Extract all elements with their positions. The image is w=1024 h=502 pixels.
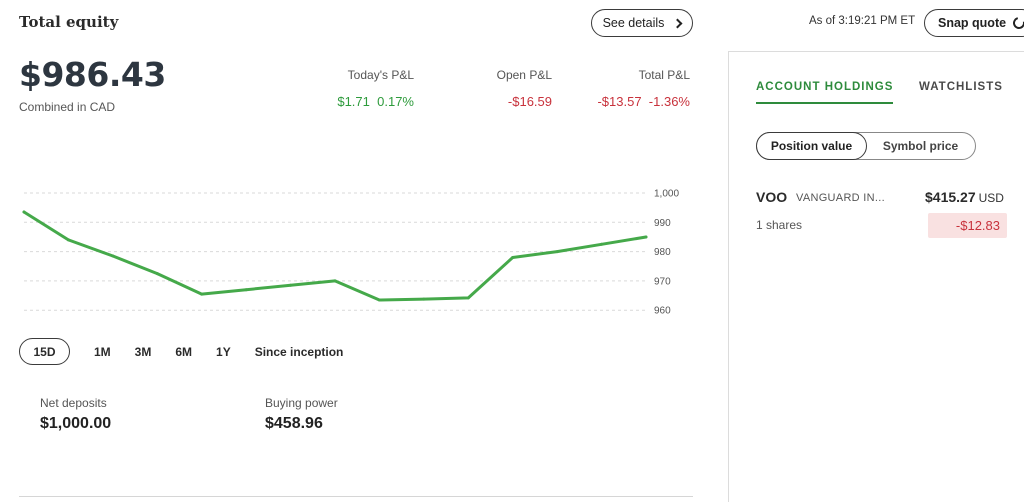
range-since-inception[interactable]: Since inception [254, 344, 344, 359]
snap-quote-label: Snap quote [938, 16, 1007, 30]
tab-watchlists[interactable]: WATCHLISTS [919, 81, 1003, 93]
holding-price: $415.27 USD [925, 189, 1004, 205]
range-15d[interactable]: 15D [19, 338, 70, 365]
todays-pl-value: $1.71 0.17% [330, 94, 414, 109]
range-3m[interactable]: 3M [134, 344, 152, 359]
open-pl-label: Open P&L [496, 68, 552, 82]
see-details-label: See details [602, 16, 665, 30]
y-tick-label: 960 [654, 306, 671, 317]
value-mode-toggle: Position value Symbol price [756, 132, 976, 160]
see-details-button[interactable]: See details [591, 9, 693, 37]
data-point [511, 255, 515, 259]
data-point [555, 250, 559, 254]
equity-line-chart: 1,000 990 980 970 960 [22, 189, 679, 317]
symbol-price-option[interactable]: Symbol price [882, 139, 959, 153]
todays-pl-percent: 0.17% [377, 94, 414, 109]
data-point [111, 254, 115, 258]
total-pl-percent: -1.36% [648, 94, 690, 109]
total-pl-value: -$13.57 -1.36% [580, 94, 690, 109]
holding-symbol[interactable]: VOO [756, 189, 788, 205]
time-range-selector: 15D 1M 3M 6M 1Y Since inception [19, 338, 367, 365]
data-point [600, 242, 604, 246]
holding-change-badge: -$12.83 [928, 213, 1007, 238]
todays-pl-label: Today's P&L [347, 68, 414, 82]
holding-shares: 1 shares [756, 218, 803, 232]
net-deposits-label: Net deposits [40, 396, 107, 410]
open-pl-amount: -$16.59 [507, 94, 552, 109]
range-1m[interactable]: 1M [94, 344, 111, 359]
currency-subtitle: Combined in CAD [19, 100, 116, 114]
y-tick-label: 990 [654, 218, 671, 229]
holdings-panel: ACCOUNT HOLDINGS WATCHLISTS Position val… [728, 51, 1024, 502]
equity-series-line [22, 210, 648, 302]
holding-currency: USD [978, 191, 1004, 205]
total-pl: Total P&L -$13.57 -1.36% [580, 68, 690, 109]
net-deposits: Net deposits $1,000.00 [40, 396, 111, 433]
total-equity-value: $986.43 [19, 55, 166, 94]
snap-quote-button[interactable]: Snap quote [924, 9, 1024, 37]
total-pl-label: Total P&L [638, 68, 690, 82]
todays-pl-amount: $1.71 [337, 94, 370, 109]
holding-price-value: $415.27 [925, 189, 976, 205]
chevron-right-icon [672, 18, 683, 28]
net-deposits-value: $1,000.00 [40, 415, 112, 432]
data-point [22, 210, 26, 214]
total-pl-amount: -$13.57 [597, 94, 642, 109]
page-title: Total equity [19, 13, 119, 31]
as-of-timestamp: As of 3:19:21 PM ET [809, 15, 916, 27]
buying-power-value: $458.96 [265, 415, 323, 432]
data-point [422, 297, 426, 301]
y-tick-label: 980 [654, 247, 671, 258]
data-point [155, 272, 159, 276]
tab-account-holdings[interactable]: ACCOUNT HOLDINGS [756, 81, 894, 104]
y-tick-label: 970 [654, 276, 671, 287]
refresh-icon [1010, 14, 1024, 32]
position-value-option[interactable]: Position value [756, 132, 867, 160]
data-point [200, 292, 204, 296]
divider [19, 496, 693, 497]
todays-pl: Today's P&L $1.71 0.17% [330, 68, 414, 109]
open-pl: Open P&L -$16.59 [470, 68, 552, 109]
data-point [377, 298, 381, 302]
range-1y[interactable]: 1Y [216, 344, 231, 359]
holding-name: VANGUARD IN... [796, 192, 885, 204]
data-point [66, 238, 70, 242]
data-point [244, 288, 248, 292]
buying-power-label: Buying power [265, 396, 338, 410]
y-tick-label: 1,000 [654, 189, 679, 200]
data-point [644, 235, 648, 239]
data-point [333, 279, 337, 283]
buying-power: Buying power $458.96 [265, 396, 338, 433]
data-point [466, 296, 470, 300]
range-6m[interactable]: 6M [175, 344, 193, 359]
equity-section: Total equity See details $986.43 Combine… [19, 9, 693, 497]
data-point [289, 283, 293, 287]
